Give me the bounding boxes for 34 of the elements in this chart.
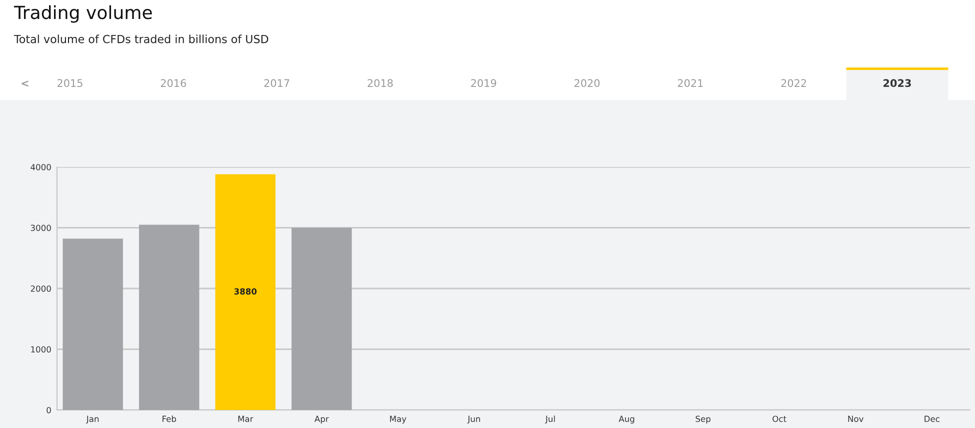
text: < [22,80,28,87]
bar [138,224,200,410]
text: 2020 [574,79,600,88]
y-tick-label: 1000 [31,346,51,353]
x-tick-label: Sep [696,416,710,424]
y-tick-label: 3000 [30,224,51,232]
x-tick-label: Jun [467,416,480,424]
x-tick-label: Jan [86,416,99,424]
chart-subtitle: Total volume of CFDs traded in billions of USD [14,34,268,44]
bar [292,228,352,410]
y-tick-label: 4000 [30,164,51,170]
text: 2017 [264,79,290,88]
x-tick-label: Aug [618,416,634,424]
text: 2023 [884,79,911,88]
x-tick-label: Jul [545,416,555,424]
text: 2019 [471,79,496,88]
x-tick-label: Nov [848,416,864,422]
data-label: 3880 [234,288,257,295]
x-tick-label: Oct [772,416,786,422]
text: 2016 [160,79,186,88]
bar [62,238,123,410]
text: 2021 [678,79,703,88]
x-tick-label: Mar [238,416,254,422]
x-tick-label: Feb [162,416,176,422]
bar [215,174,276,410]
y-tick-label: 2000 [30,285,51,292]
text: 2022 [781,79,806,88]
text: 2015 [58,79,82,88]
x-tick-label: May [390,416,406,424]
x-tick-label: Dec [924,416,940,422]
y-tick-label: 0 [46,406,51,414]
x-tick-label: Apr [314,416,329,424]
chart-title: Trading volume [14,5,152,23]
text: 2018 [368,79,393,88]
